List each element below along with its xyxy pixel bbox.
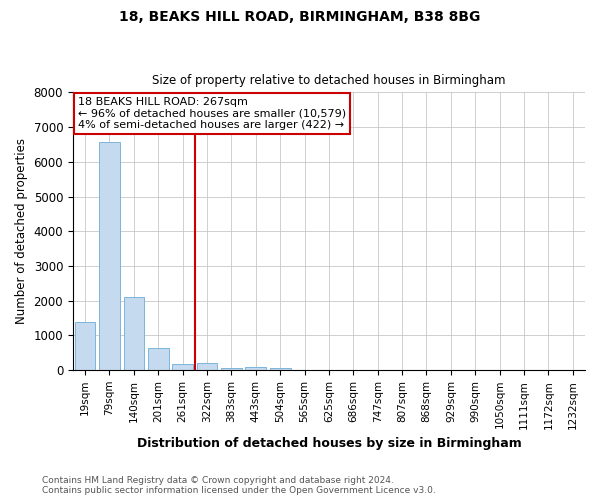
Bar — [221, 368, 242, 370]
Bar — [197, 363, 217, 370]
Bar — [75, 322, 95, 370]
Text: Contains HM Land Registry data © Crown copyright and database right 2024.
Contai: Contains HM Land Registry data © Crown c… — [42, 476, 436, 495]
Bar — [270, 368, 290, 370]
Text: 18 BEAKS HILL ROAD: 267sqm
← 96% of detached houses are smaller (10,579)
4% of s: 18 BEAKS HILL ROAD: 267sqm ← 96% of deta… — [78, 96, 346, 130]
Bar — [172, 364, 193, 370]
Bar — [99, 142, 120, 370]
Title: Size of property relative to detached houses in Birmingham: Size of property relative to detached ho… — [152, 74, 506, 87]
X-axis label: Distribution of detached houses by size in Birmingham: Distribution of detached houses by size … — [137, 437, 521, 450]
Y-axis label: Number of detached properties: Number of detached properties — [15, 138, 28, 324]
Text: 18, BEAKS HILL ROAD, BIRMINGHAM, B38 8BG: 18, BEAKS HILL ROAD, BIRMINGHAM, B38 8BG — [119, 10, 481, 24]
Bar — [148, 348, 169, 370]
Bar — [245, 366, 266, 370]
Bar — [124, 298, 144, 370]
